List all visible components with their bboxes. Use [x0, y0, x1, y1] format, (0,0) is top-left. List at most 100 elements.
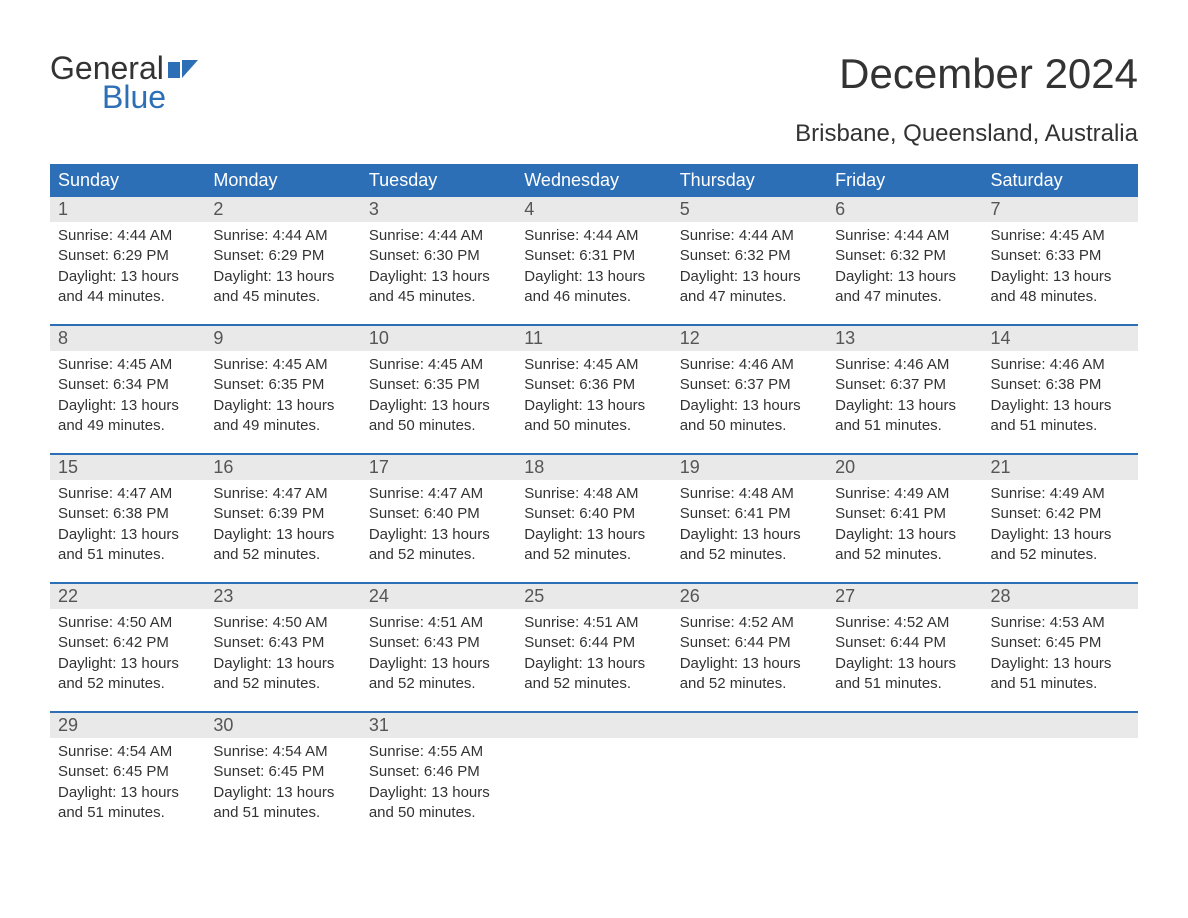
- sunset-line: Sunset: 6:43 PM: [369, 633, 508, 653]
- day-header-row: SundayMondayTuesdayWednesdayThursdayFrid…: [50, 164, 1138, 197]
- day-content: [827, 738, 982, 840]
- sunrise-line: Sunrise: 4:48 AM: [524, 484, 663, 504]
- day-content-row: Sunrise: 4:47 AMSunset: 6:38 PMDaylight:…: [50, 480, 1138, 582]
- daylight-line: Daylight: 13 hours and 50 minutes.: [524, 396, 663, 437]
- day-number: 13: [827, 326, 982, 351]
- daylight-line: Daylight: 13 hours and 51 minutes.: [991, 654, 1130, 695]
- day-number: 1: [50, 197, 205, 222]
- sunrise-line: Sunrise: 4:45 AM: [213, 355, 352, 375]
- daylight-line: Daylight: 13 hours and 49 minutes.: [58, 396, 197, 437]
- sunrise-line: Sunrise: 4:55 AM: [369, 742, 508, 762]
- day-number: 21: [983, 455, 1138, 480]
- day-content: Sunrise: 4:51 AMSunset: 6:43 PMDaylight:…: [361, 609, 516, 711]
- sunset-line: Sunset: 6:31 PM: [524, 246, 663, 266]
- day-number: 30: [205, 713, 360, 738]
- day-number-row: 891011121314: [50, 324, 1138, 351]
- day-header: Wednesday: [516, 164, 671, 197]
- day-number: 23: [205, 584, 360, 609]
- daylight-line: Daylight: 13 hours and 52 minutes.: [524, 654, 663, 695]
- sunrise-line: Sunrise: 4:50 AM: [213, 613, 352, 633]
- daylight-line: Daylight: 13 hours and 52 minutes.: [369, 654, 508, 695]
- sunrise-line: Sunrise: 4:49 AM: [991, 484, 1130, 504]
- day-number: [516, 713, 671, 738]
- sunset-line: Sunset: 6:40 PM: [524, 504, 663, 524]
- day-number: 6: [827, 197, 982, 222]
- day-content: Sunrise: 4:54 AMSunset: 6:45 PMDaylight:…: [50, 738, 205, 840]
- day-number: [672, 713, 827, 738]
- sunset-line: Sunset: 6:35 PM: [369, 375, 508, 395]
- sunset-line: Sunset: 6:43 PM: [213, 633, 352, 653]
- day-number: 14: [983, 326, 1138, 351]
- page-title: December 2024: [839, 50, 1138, 98]
- daylight-line: Daylight: 13 hours and 51 minutes.: [213, 783, 352, 824]
- day-header: Saturday: [983, 164, 1138, 197]
- day-content: Sunrise: 4:50 AMSunset: 6:42 PMDaylight:…: [50, 609, 205, 711]
- day-content: Sunrise: 4:52 AMSunset: 6:44 PMDaylight:…: [827, 609, 982, 711]
- sunset-line: Sunset: 6:34 PM: [58, 375, 197, 395]
- sunset-line: Sunset: 6:33 PM: [991, 246, 1130, 266]
- sunset-line: Sunset: 6:45 PM: [213, 762, 352, 782]
- day-number: 18: [516, 455, 671, 480]
- day-number-row: 22232425262728: [50, 582, 1138, 609]
- sunset-line: Sunset: 6:45 PM: [991, 633, 1130, 653]
- day-number: 22: [50, 584, 205, 609]
- daylight-line: Daylight: 13 hours and 51 minutes.: [835, 396, 974, 437]
- sunrise-line: Sunrise: 4:44 AM: [524, 226, 663, 246]
- day-number: 28: [983, 584, 1138, 609]
- sunrise-line: Sunrise: 4:54 AM: [213, 742, 352, 762]
- daylight-line: Daylight: 13 hours and 52 minutes.: [524, 525, 663, 566]
- day-content: Sunrise: 4:55 AMSunset: 6:46 PMDaylight:…: [361, 738, 516, 840]
- day-content-row: Sunrise: 4:54 AMSunset: 6:45 PMDaylight:…: [50, 738, 1138, 840]
- daylight-line: Daylight: 13 hours and 44 minutes.: [58, 267, 197, 308]
- sunset-line: Sunset: 6:44 PM: [524, 633, 663, 653]
- day-content: Sunrise: 4:46 AMSunset: 6:37 PMDaylight:…: [827, 351, 982, 453]
- sunset-line: Sunset: 6:35 PM: [213, 375, 352, 395]
- day-number: 29: [50, 713, 205, 738]
- sunrise-line: Sunrise: 4:46 AM: [680, 355, 819, 375]
- sunrise-line: Sunrise: 4:52 AM: [835, 613, 974, 633]
- day-number: 10: [361, 326, 516, 351]
- day-content: Sunrise: 4:44 AMSunset: 6:32 PMDaylight:…: [827, 222, 982, 324]
- day-content: Sunrise: 4:53 AMSunset: 6:45 PMDaylight:…: [983, 609, 1138, 711]
- day-content: Sunrise: 4:45 AMSunset: 6:35 PMDaylight:…: [361, 351, 516, 453]
- sunset-line: Sunset: 6:46 PM: [369, 762, 508, 782]
- day-number: 12: [672, 326, 827, 351]
- day-number: [827, 713, 982, 738]
- day-number: 17: [361, 455, 516, 480]
- daylight-line: Daylight: 13 hours and 51 minutes.: [58, 783, 197, 824]
- daylight-line: Daylight: 13 hours and 45 minutes.: [369, 267, 508, 308]
- sunrise-line: Sunrise: 4:50 AM: [58, 613, 197, 633]
- day-number: 11: [516, 326, 671, 351]
- sunset-line: Sunset: 6:38 PM: [991, 375, 1130, 395]
- daylight-line: Daylight: 13 hours and 52 minutes.: [213, 654, 352, 695]
- daylight-line: Daylight: 13 hours and 51 minutes.: [58, 525, 197, 566]
- daylight-line: Daylight: 13 hours and 51 minutes.: [835, 654, 974, 695]
- sunrise-line: Sunrise: 4:44 AM: [58, 226, 197, 246]
- daylight-line: Daylight: 13 hours and 50 minutes.: [369, 783, 508, 824]
- logo-text-blue: Blue: [102, 79, 166, 116]
- day-content: Sunrise: 4:52 AMSunset: 6:44 PMDaylight:…: [672, 609, 827, 711]
- day-content: [983, 738, 1138, 840]
- day-content: Sunrise: 4:47 AMSunset: 6:38 PMDaylight:…: [50, 480, 205, 582]
- sunrise-line: Sunrise: 4:51 AM: [369, 613, 508, 633]
- day-content: Sunrise: 4:45 AMSunset: 6:35 PMDaylight:…: [205, 351, 360, 453]
- day-number: 31: [361, 713, 516, 738]
- week-block: 293031Sunrise: 4:54 AMSunset: 6:45 PMDay…: [50, 711, 1138, 840]
- sunrise-line: Sunrise: 4:49 AM: [835, 484, 974, 504]
- day-header: Thursday: [672, 164, 827, 197]
- daylight-line: Daylight: 13 hours and 48 minutes.: [991, 267, 1130, 308]
- day-number: 9: [205, 326, 360, 351]
- day-content-row: Sunrise: 4:50 AMSunset: 6:42 PMDaylight:…: [50, 609, 1138, 711]
- day-content: [516, 738, 671, 840]
- week-block: 15161718192021Sunrise: 4:47 AMSunset: 6:…: [50, 453, 1138, 582]
- day-number: 2: [205, 197, 360, 222]
- day-content: Sunrise: 4:45 AMSunset: 6:33 PMDaylight:…: [983, 222, 1138, 324]
- sunrise-line: Sunrise: 4:47 AM: [369, 484, 508, 504]
- day-content: Sunrise: 4:44 AMSunset: 6:29 PMDaylight:…: [205, 222, 360, 324]
- sunset-line: Sunset: 6:39 PM: [213, 504, 352, 524]
- day-content: Sunrise: 4:50 AMSunset: 6:43 PMDaylight:…: [205, 609, 360, 711]
- sunset-line: Sunset: 6:32 PM: [835, 246, 974, 266]
- sunset-line: Sunset: 6:40 PM: [369, 504, 508, 524]
- sunrise-line: Sunrise: 4:46 AM: [991, 355, 1130, 375]
- day-number: 24: [361, 584, 516, 609]
